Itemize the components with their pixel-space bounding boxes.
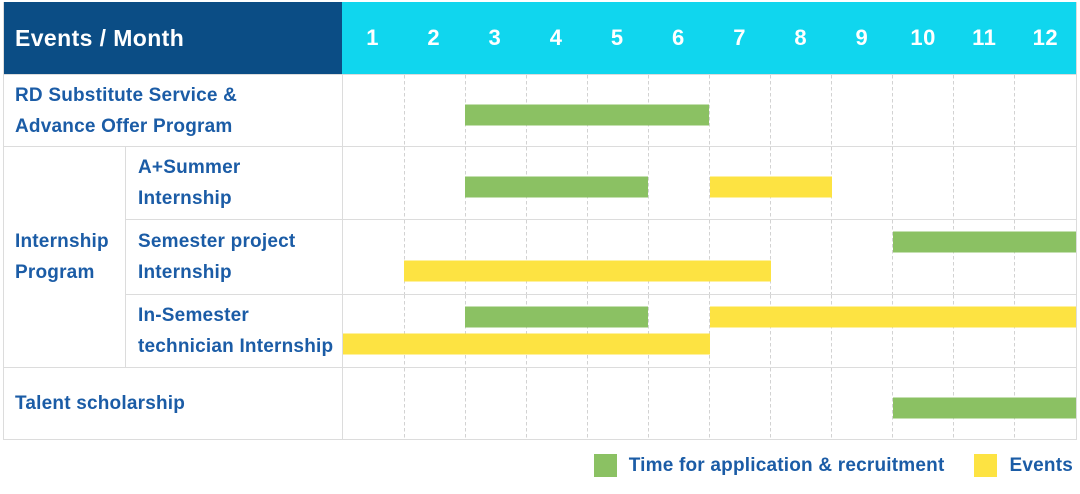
- gantt-bar-yellow: [709, 176, 832, 198]
- month-label: 4: [549, 25, 563, 50]
- row-label-in-semester-technician-internship: In-Semester technician Internship: [125, 295, 342, 368]
- gantt-bar-green: [465, 104, 710, 126]
- events-month-heading: Events / Month: [15, 24, 185, 51]
- gantt-table: Events / Month 1 2 3 4 5 6 7 8 9 10 11 12 RD Substi…: [3, 2, 1077, 440]
- gantt-bar-yellow: [404, 260, 771, 282]
- legend: Time for application & recruitment Event…: [593, 454, 1073, 477]
- month-label: 8: [794, 25, 808, 50]
- label-line: Program: [15, 262, 95, 283]
- month-label: 6: [672, 25, 685, 50]
- label-line: technician Internship: [138, 336, 334, 357]
- month-label: 5: [610, 25, 624, 50]
- timeline-row-a-plus-summer: [342, 147, 1076, 220]
- green-swatch-icon: [593, 454, 617, 477]
- gantt-bar-yellow: [709, 306, 1076, 328]
- label-line: Internship: [138, 262, 232, 283]
- legend-label-application-recruitment: Time for application & recruitment: [628, 454, 945, 476]
- row-label-rd-substitute: RD Substitute Service & Advance Offer Pro…: [4, 75, 342, 147]
- gantt-bar-yellow: [343, 333, 710, 355]
- month-label: 9: [855, 25, 869, 50]
- legend-label-events: Events: [1009, 454, 1073, 476]
- label-line: Semester project: [138, 231, 296, 252]
- month-label: 2: [427, 25, 441, 50]
- label-line: Internship: [138, 188, 232, 209]
- gantt-bar-green: [465, 176, 649, 198]
- table-header-title: Events / Month: [4, 2, 342, 75]
- timeline-row-in-semester-technician: [342, 295, 1076, 368]
- legend-item-application-recruitment: Time for application & recruitment: [593, 454, 945, 477]
- row-label-a-plus-summer-internship: A+Summer Internship: [125, 147, 342, 220]
- row-group-label-internship-program: Internship Program: [4, 147, 125, 368]
- month-label: 10: [910, 25, 936, 50]
- label-line: Advance Offer Program: [15, 115, 233, 137]
- label-line: Talent scholarship: [15, 393, 186, 414]
- month-label: 12: [1032, 25, 1059, 50]
- legend-item-events: Events: [974, 454, 1073, 477]
- label-line: In-Semester: [138, 305, 249, 326]
- gantt-bar-green: [465, 306, 649, 328]
- yellow-swatch-icon: [974, 454, 998, 477]
- label-line: RD Substitute Service &: [15, 84, 238, 106]
- month-label: 7: [733, 25, 746, 50]
- month-label: 11: [972, 25, 997, 50]
- timeline-row-rd-substitute: [342, 75, 1076, 147]
- label-line: Internship: [15, 231, 109, 252]
- gantt-bar-green: [892, 231, 1076, 253]
- month-label: 3: [488, 25, 502, 50]
- month-header-row: 1 2 3 4 5 6 7 8 9 10 11 12: [342, 2, 1076, 75]
- label-line: A+Summer: [138, 157, 241, 178]
- timeline-row-talent-scholarship: [342, 368, 1076, 439]
- month-label: 1: [366, 25, 379, 50]
- gantt-bar-green: [892, 397, 1076, 419]
- timeline-row-semester-project: [342, 220, 1076, 295]
- row-label-talent-scholarship: Talent scholarship: [4, 368, 342, 439]
- row-label-semester-project-internship: Semester project Internship: [125, 220, 342, 295]
